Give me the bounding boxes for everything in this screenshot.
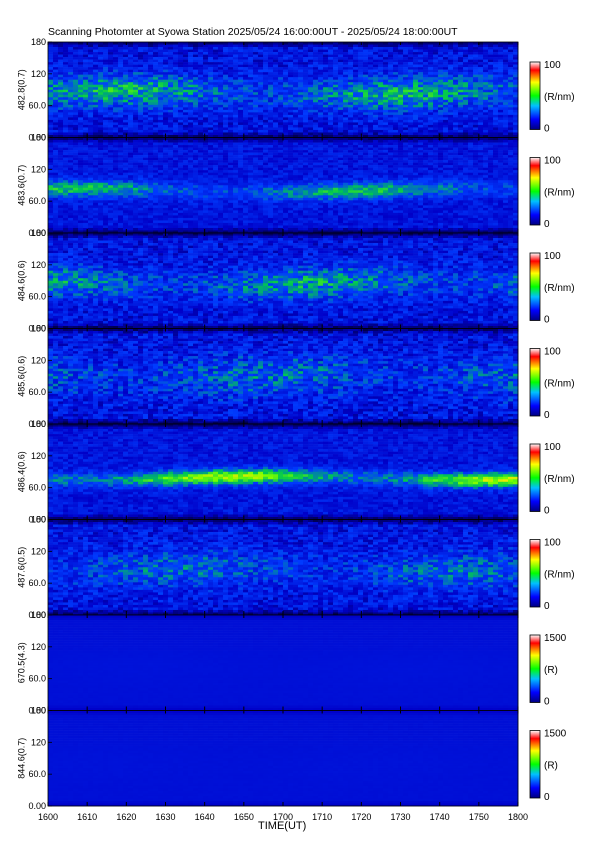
colorbar-unit: (R/nm) [544, 92, 575, 103]
y-tick-label: 120 [31, 546, 46, 556]
x-tick-label: 1720 [351, 812, 371, 822]
y-tick-label: 60.0 [28, 483, 46, 493]
panel-ylabel: 486.4(0.6) [16, 451, 26, 492]
y-tick-label: 60.0 [28, 101, 46, 111]
x-tick-label: 1640 [195, 812, 215, 822]
y-tick-label: 180 [31, 419, 46, 429]
panel-ylabel: 670.5(4.3) [16, 642, 26, 683]
panel-ylabel: 482.8(0.7) [16, 69, 26, 110]
y-tick-label: 60.0 [28, 196, 46, 206]
x-tick-label: 1600 [38, 812, 58, 822]
y-tick-label: 180 [31, 133, 46, 143]
x-axis-label: TIME(UT) [258, 820, 306, 832]
x-tick-label: 1730 [390, 812, 410, 822]
colorbar-max: 1500 [544, 729, 567, 740]
colorbar [530, 444, 540, 512]
y-tick-label: 120 [31, 260, 46, 270]
colorbar-min: 0 [544, 792, 550, 803]
colorbar-max: 100 [544, 347, 561, 358]
x-tick-label: 1750 [469, 812, 489, 822]
colorbar-max: 100 [544, 251, 561, 262]
panel-ylabel: 484.6(0.6) [16, 260, 26, 301]
colorbar-min: 0 [544, 124, 550, 135]
y-tick-label: 60.0 [28, 578, 46, 588]
colorbar-min: 0 [544, 315, 550, 326]
panel-ylabel: 483.6(0.7) [16, 165, 26, 206]
colorbar-max: 1500 [544, 633, 567, 644]
colorbar-unit: (R) [544, 665, 558, 676]
colorbar-min: 0 [544, 506, 550, 517]
colorbar [530, 349, 540, 417]
y-tick-label: 180 [31, 706, 46, 716]
y-tick-label: 180 [31, 610, 46, 620]
colorbar [530, 540, 540, 608]
y-tick-label: 120 [31, 355, 46, 365]
y-tick-label: 120 [31, 69, 46, 79]
colorbar [530, 635, 540, 703]
y-tick-label: 120 [31, 164, 46, 174]
y-tick-label: 180 [31, 515, 46, 525]
x-tick-label: 1800 [508, 812, 528, 822]
x-tick-label: 1710 [312, 812, 332, 822]
colorbar [530, 731, 540, 799]
colorbar-unit: (R) [544, 760, 558, 771]
colorbar-min: 0 [544, 697, 550, 708]
colorbar-min: 0 [544, 410, 550, 421]
colorbar [530, 253, 540, 321]
x-tick-label: 1650 [234, 812, 254, 822]
colorbar-unit: (R/nm) [544, 474, 575, 485]
colorbar-max: 100 [544, 60, 561, 71]
colorbar-unit: (R/nm) [544, 569, 575, 580]
panel-8: 0.00 60.0 120 180 844.6(0.7) 1500 (R) 0 [16, 706, 566, 812]
x-tick-label: 1620 [116, 812, 136, 822]
colorbar [530, 158, 540, 226]
colorbar-unit: (R/nm) [544, 378, 575, 389]
colorbar-max: 100 [544, 156, 561, 167]
y-tick-label: 180 [31, 228, 46, 238]
colorbar-unit: (R/nm) [544, 283, 575, 294]
colorbar-max: 100 [544, 442, 561, 453]
x-tick-label: 1740 [430, 812, 450, 822]
y-tick-label: 120 [31, 642, 46, 652]
y-tick-label: 0.00 [28, 801, 46, 811]
colorbar-min: 0 [544, 601, 550, 612]
colorbar-unit: (R/nm) [544, 187, 575, 198]
y-tick-label: 60.0 [28, 769, 46, 779]
panel-ylabel: 844.6(0.7) [16, 738, 26, 779]
y-tick-label: 120 [31, 737, 46, 747]
y-tick-label: 180 [31, 37, 46, 47]
x-tick-label: 1630 [155, 812, 175, 822]
panel-ylabel: 485.6(0.6) [16, 356, 26, 397]
colorbar-max: 100 [544, 538, 561, 549]
y-tick-label: 60.0 [28, 292, 46, 302]
x-tick-label: 1610 [77, 812, 97, 822]
y-tick-label: 180 [31, 324, 46, 334]
colorbar [530, 62, 540, 130]
y-tick-label: 60.0 [28, 387, 46, 397]
y-tick-label: 60.0 [28, 674, 46, 684]
y-tick-label: 120 [31, 451, 46, 461]
colorbar-min: 0 [544, 219, 550, 230]
panel-ylabel: 487.6(0.5) [16, 547, 26, 588]
